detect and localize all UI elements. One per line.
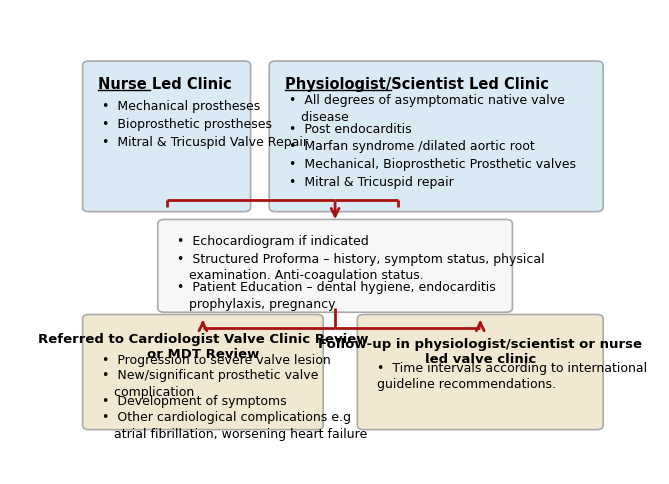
- FancyBboxPatch shape: [357, 315, 603, 430]
- Text: Nurse Led Clinic: Nurse Led Clinic: [98, 77, 232, 92]
- Text: •  Mechanical, Bioprosthetic Prosthetic valves: • Mechanical, Bioprosthetic Prosthetic v…: [289, 158, 576, 171]
- Text: •  Patient Education – dental hygiene, endocarditis
   prophylaxis, pregnancy: • Patient Education – dental hygiene, en…: [177, 281, 496, 311]
- Text: •  Time intervals according to international
guideline recommendations.: • Time intervals according to internatio…: [377, 362, 647, 392]
- Text: •  Mechanical prostheses: • Mechanical prostheses: [102, 100, 260, 113]
- FancyBboxPatch shape: [82, 61, 251, 212]
- Text: •  Development of symptoms: • Development of symptoms: [102, 395, 287, 408]
- Text: •  Mitral & Tricuspid repair: • Mitral & Tricuspid repair: [289, 176, 454, 189]
- Text: •  Other cardiological complications e.g
   atrial fibrillation, worsening heart: • Other cardiological complications e.g …: [102, 411, 367, 440]
- Text: Referred to Cardiologist Valve Clinic Review
or MDT Review: Referred to Cardiologist Valve Clinic Re…: [37, 333, 368, 361]
- Text: •  New/significant prosthetic valve
   complication: • New/significant prosthetic valve compl…: [102, 369, 318, 399]
- Text: •  Marfan syndrome /dilated aortic root: • Marfan syndrome /dilated aortic root: [289, 140, 535, 153]
- FancyBboxPatch shape: [82, 315, 323, 430]
- Text: •  Structured Proforma – history, symptom status, physical
   examination. Anti-: • Structured Proforma – history, symptom…: [177, 253, 545, 283]
- Text: Physiologist/Scientist Led Clinic: Physiologist/Scientist Led Clinic: [285, 77, 549, 92]
- FancyBboxPatch shape: [158, 219, 512, 312]
- Text: •  Bioprosthetic prostheses: • Bioprosthetic prostheses: [102, 118, 272, 131]
- Text: Follow-up in physiologist/scientist or nurse
led valve clinic: Follow-up in physiologist/scientist or n…: [318, 338, 642, 365]
- Text: •  Progression to severe valve lesion: • Progression to severe valve lesion: [102, 354, 331, 366]
- Text: •  Post endocarditis: • Post endocarditis: [289, 122, 411, 136]
- FancyBboxPatch shape: [269, 61, 603, 212]
- Text: •  Mitral & Tricuspid Valve Repair: • Mitral & Tricuspid Valve Repair: [102, 136, 308, 149]
- Text: •  All degrees of asymptomatic native valve
   disease: • All degrees of asymptomatic native val…: [289, 94, 565, 124]
- Text: •  Echocardiogram if indicated: • Echocardiogram if indicated: [177, 235, 369, 248]
